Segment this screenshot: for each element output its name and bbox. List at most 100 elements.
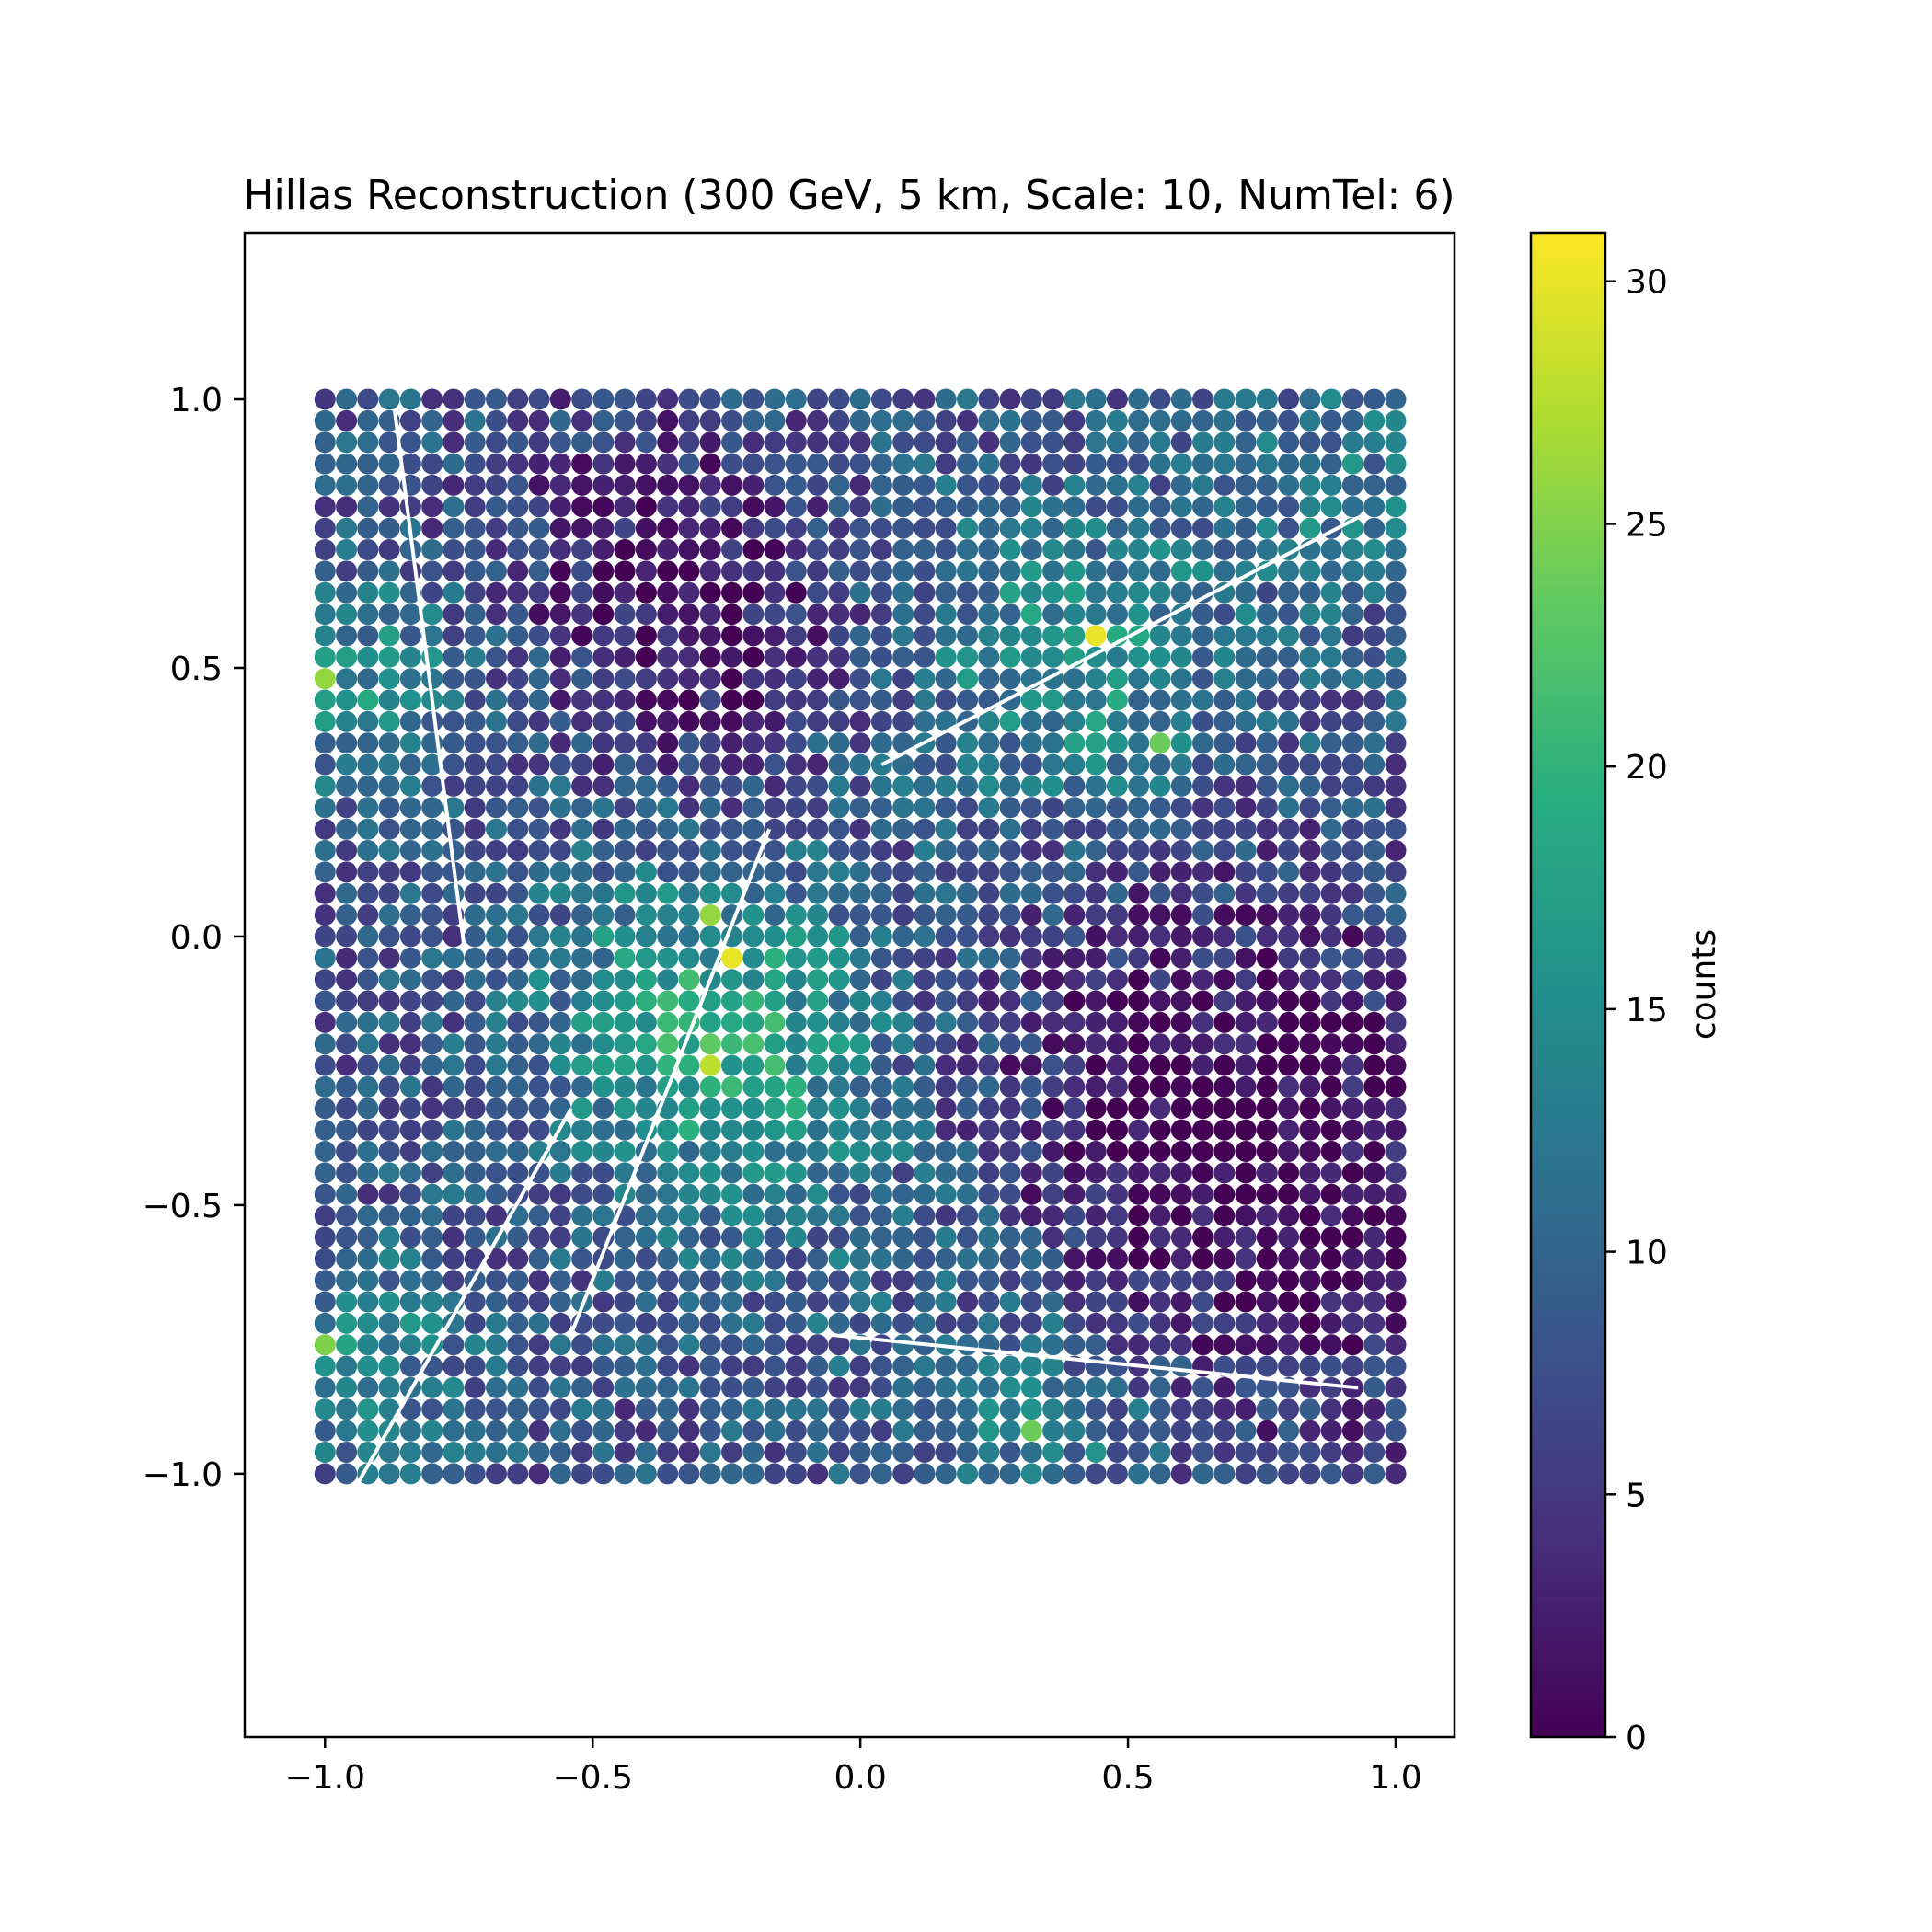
scatter-point	[443, 882, 465, 904]
scatter-point	[1299, 818, 1321, 840]
scatter-point	[549, 1312, 571, 1334]
scatter-point	[571, 388, 593, 410]
scatter-point	[657, 431, 679, 454]
scatter-point	[1256, 474, 1278, 496]
scatter-point	[549, 474, 571, 496]
scatter-point	[785, 818, 807, 840]
scatter-point	[1385, 1334, 1407, 1356]
scatter-point	[1042, 1183, 1064, 1205]
scatter-point	[614, 517, 636, 539]
scatter-point	[1170, 1398, 1192, 1420]
scatter-point	[486, 947, 507, 969]
scatter-point	[421, 1420, 443, 1442]
scatter-point	[1278, 453, 1300, 475]
scatter-point	[1128, 1291, 1150, 1313]
scatter-point	[336, 1226, 358, 1248]
scatter-point	[1235, 1312, 1257, 1334]
scatter-point	[828, 668, 850, 690]
scatter-point	[892, 1054, 914, 1076]
scatter-point	[1363, 1075, 1386, 1098]
scatter-point	[549, 1098, 571, 1120]
scatter-point	[914, 990, 936, 1012]
scatter-point	[1235, 496, 1257, 518]
scatter-point	[1299, 947, 1321, 969]
scatter-point	[1320, 1141, 1342, 1162]
scatter-point	[336, 1248, 358, 1270]
scatter-point	[1020, 625, 1042, 647]
scatter-point	[1256, 947, 1278, 969]
scatter-point	[1149, 409, 1171, 431]
scatter-point	[635, 969, 657, 991]
scatter-point	[1170, 625, 1192, 647]
scatter-point	[807, 1398, 829, 1420]
scatter-point	[464, 840, 486, 861]
scatter-point	[1106, 474, 1128, 496]
scatter-point	[1363, 453, 1386, 475]
scatter-point	[592, 604, 615, 626]
scatter-point	[635, 388, 657, 410]
scatter-point	[1085, 1205, 1107, 1227]
scatter-point	[1256, 453, 1278, 475]
scatter-point	[507, 1119, 529, 1141]
scatter-point	[1064, 732, 1086, 754]
scatter-point	[1149, 1054, 1171, 1076]
scatter-point	[507, 969, 529, 991]
scatter-point	[528, 604, 550, 626]
scatter-point	[635, 409, 657, 431]
scatter-point	[1385, 904, 1407, 926]
scatter-point	[1235, 990, 1257, 1012]
scatter-point	[614, 1075, 636, 1098]
scatter-point	[721, 1033, 742, 1055]
scatter-point	[914, 1226, 936, 1248]
scatter-point	[635, 1054, 657, 1076]
scatter-point	[1085, 388, 1107, 410]
scatter-point	[528, 1442, 550, 1463]
scatter-point	[1213, 517, 1236, 539]
scatter-point	[314, 710, 336, 732]
scatter-point	[828, 882, 850, 904]
scatter-point	[571, 797, 593, 819]
scatter-point	[1363, 1183, 1386, 1205]
scatter-point	[892, 1398, 914, 1420]
scatter-point	[614, 388, 636, 410]
scatter-point	[1235, 1033, 1257, 1055]
scatter-point	[764, 1098, 786, 1120]
scatter-point	[657, 926, 679, 948]
scatter-point	[828, 388, 850, 410]
scatter-point	[678, 1205, 700, 1227]
colorbar-label: counts	[1685, 929, 1723, 1040]
scatter-point	[549, 818, 571, 840]
scatter-point	[378, 1183, 400, 1205]
scatter-point	[870, 1442, 892, 1463]
scatter-point	[914, 539, 936, 560]
scatter-point	[635, 1291, 657, 1313]
scatter-point	[1385, 1054, 1407, 1076]
scatter-point	[421, 1162, 443, 1184]
scatter-point	[357, 496, 379, 518]
scatter-point	[1106, 1141, 1128, 1162]
scatter-point	[507, 409, 529, 431]
scatter-point	[935, 496, 957, 518]
scatter-point	[849, 1270, 871, 1292]
scatter-point	[549, 840, 571, 861]
scatter-point	[764, 797, 786, 819]
scatter-point	[999, 1054, 1021, 1076]
scatter-point	[421, 388, 443, 410]
scatter-point	[742, 689, 765, 711]
scatter-point	[1106, 560, 1128, 582]
scatter-point	[999, 431, 1021, 454]
scatter-point	[657, 1162, 679, 1184]
scatter-point	[721, 539, 742, 560]
scatter-point	[592, 861, 615, 883]
scatter-point	[614, 625, 636, 647]
scatter-point	[336, 710, 358, 732]
direction-line	[392, 409, 466, 948]
scatter-point	[1299, 1312, 1321, 1334]
scatter-point	[828, 926, 850, 948]
scatter-point	[1085, 1398, 1107, 1420]
scatter-point	[528, 1463, 550, 1485]
scatter-point	[1278, 625, 1300, 647]
scatter-point	[1170, 1054, 1192, 1076]
scatter-point	[678, 732, 700, 754]
scatter-point	[1064, 1205, 1086, 1227]
